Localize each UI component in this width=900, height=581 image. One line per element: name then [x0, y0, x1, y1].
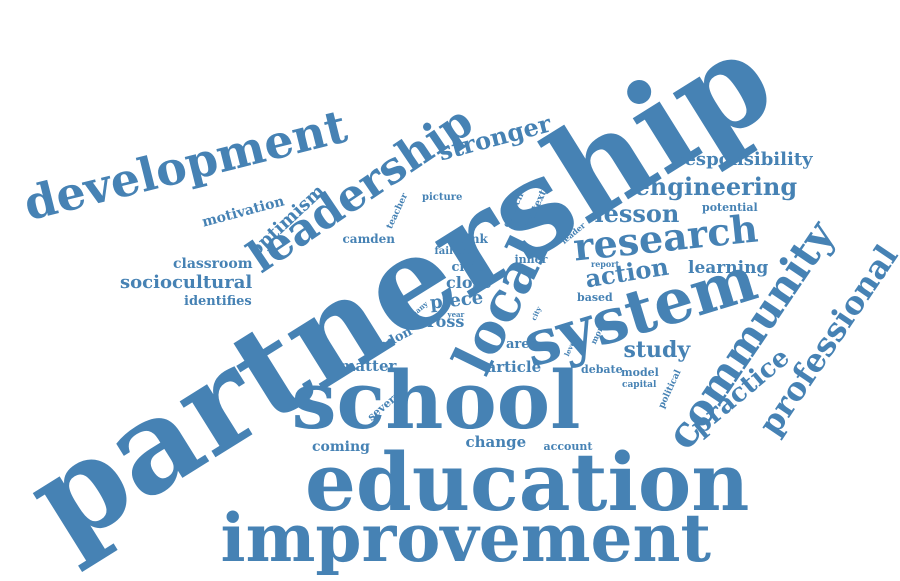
word-article: article	[486, 357, 542, 376]
word-debate: debate	[581, 362, 623, 376]
word-responsibility: responsibility	[675, 149, 813, 170]
word-model: model	[621, 365, 659, 379]
word-classroom: classroom	[173, 256, 253, 272]
word-learning: learning	[688, 257, 769, 278]
word-identifies: identifies	[184, 293, 252, 309]
word-matter: matter	[339, 356, 397, 375]
word-area: area	[506, 336, 538, 352]
word-year: year	[447, 309, 465, 319]
word-engineering: engineering	[634, 172, 798, 201]
word-picture: picture	[422, 192, 463, 203]
word-lesson: lesson	[594, 199, 680, 228]
word-report: report	[591, 259, 620, 269]
word-close: close	[446, 273, 492, 292]
word-account: account	[543, 439, 593, 453]
word-education: education	[305, 435, 750, 529]
word-coming: coming	[312, 439, 370, 455]
word-school: school	[291, 353, 581, 447]
word-capital: capital	[622, 379, 657, 390]
word-civic: civic	[451, 259, 485, 275]
word-failure: failure	[434, 246, 472, 257]
word-based: based	[577, 290, 613, 304]
word-think: think	[452, 232, 488, 246]
word-sociocultural: sociocultural	[120, 272, 253, 293]
word-cross: cross	[417, 312, 465, 331]
word-inner: inner	[514, 252, 548, 266]
word-camden: camden	[342, 232, 396, 246]
word-study: study	[623, 337, 691, 363]
word-change: change	[465, 432, 527, 451]
word-improvement: improvement	[220, 499, 712, 577]
word-potential: potential	[702, 200, 758, 214]
